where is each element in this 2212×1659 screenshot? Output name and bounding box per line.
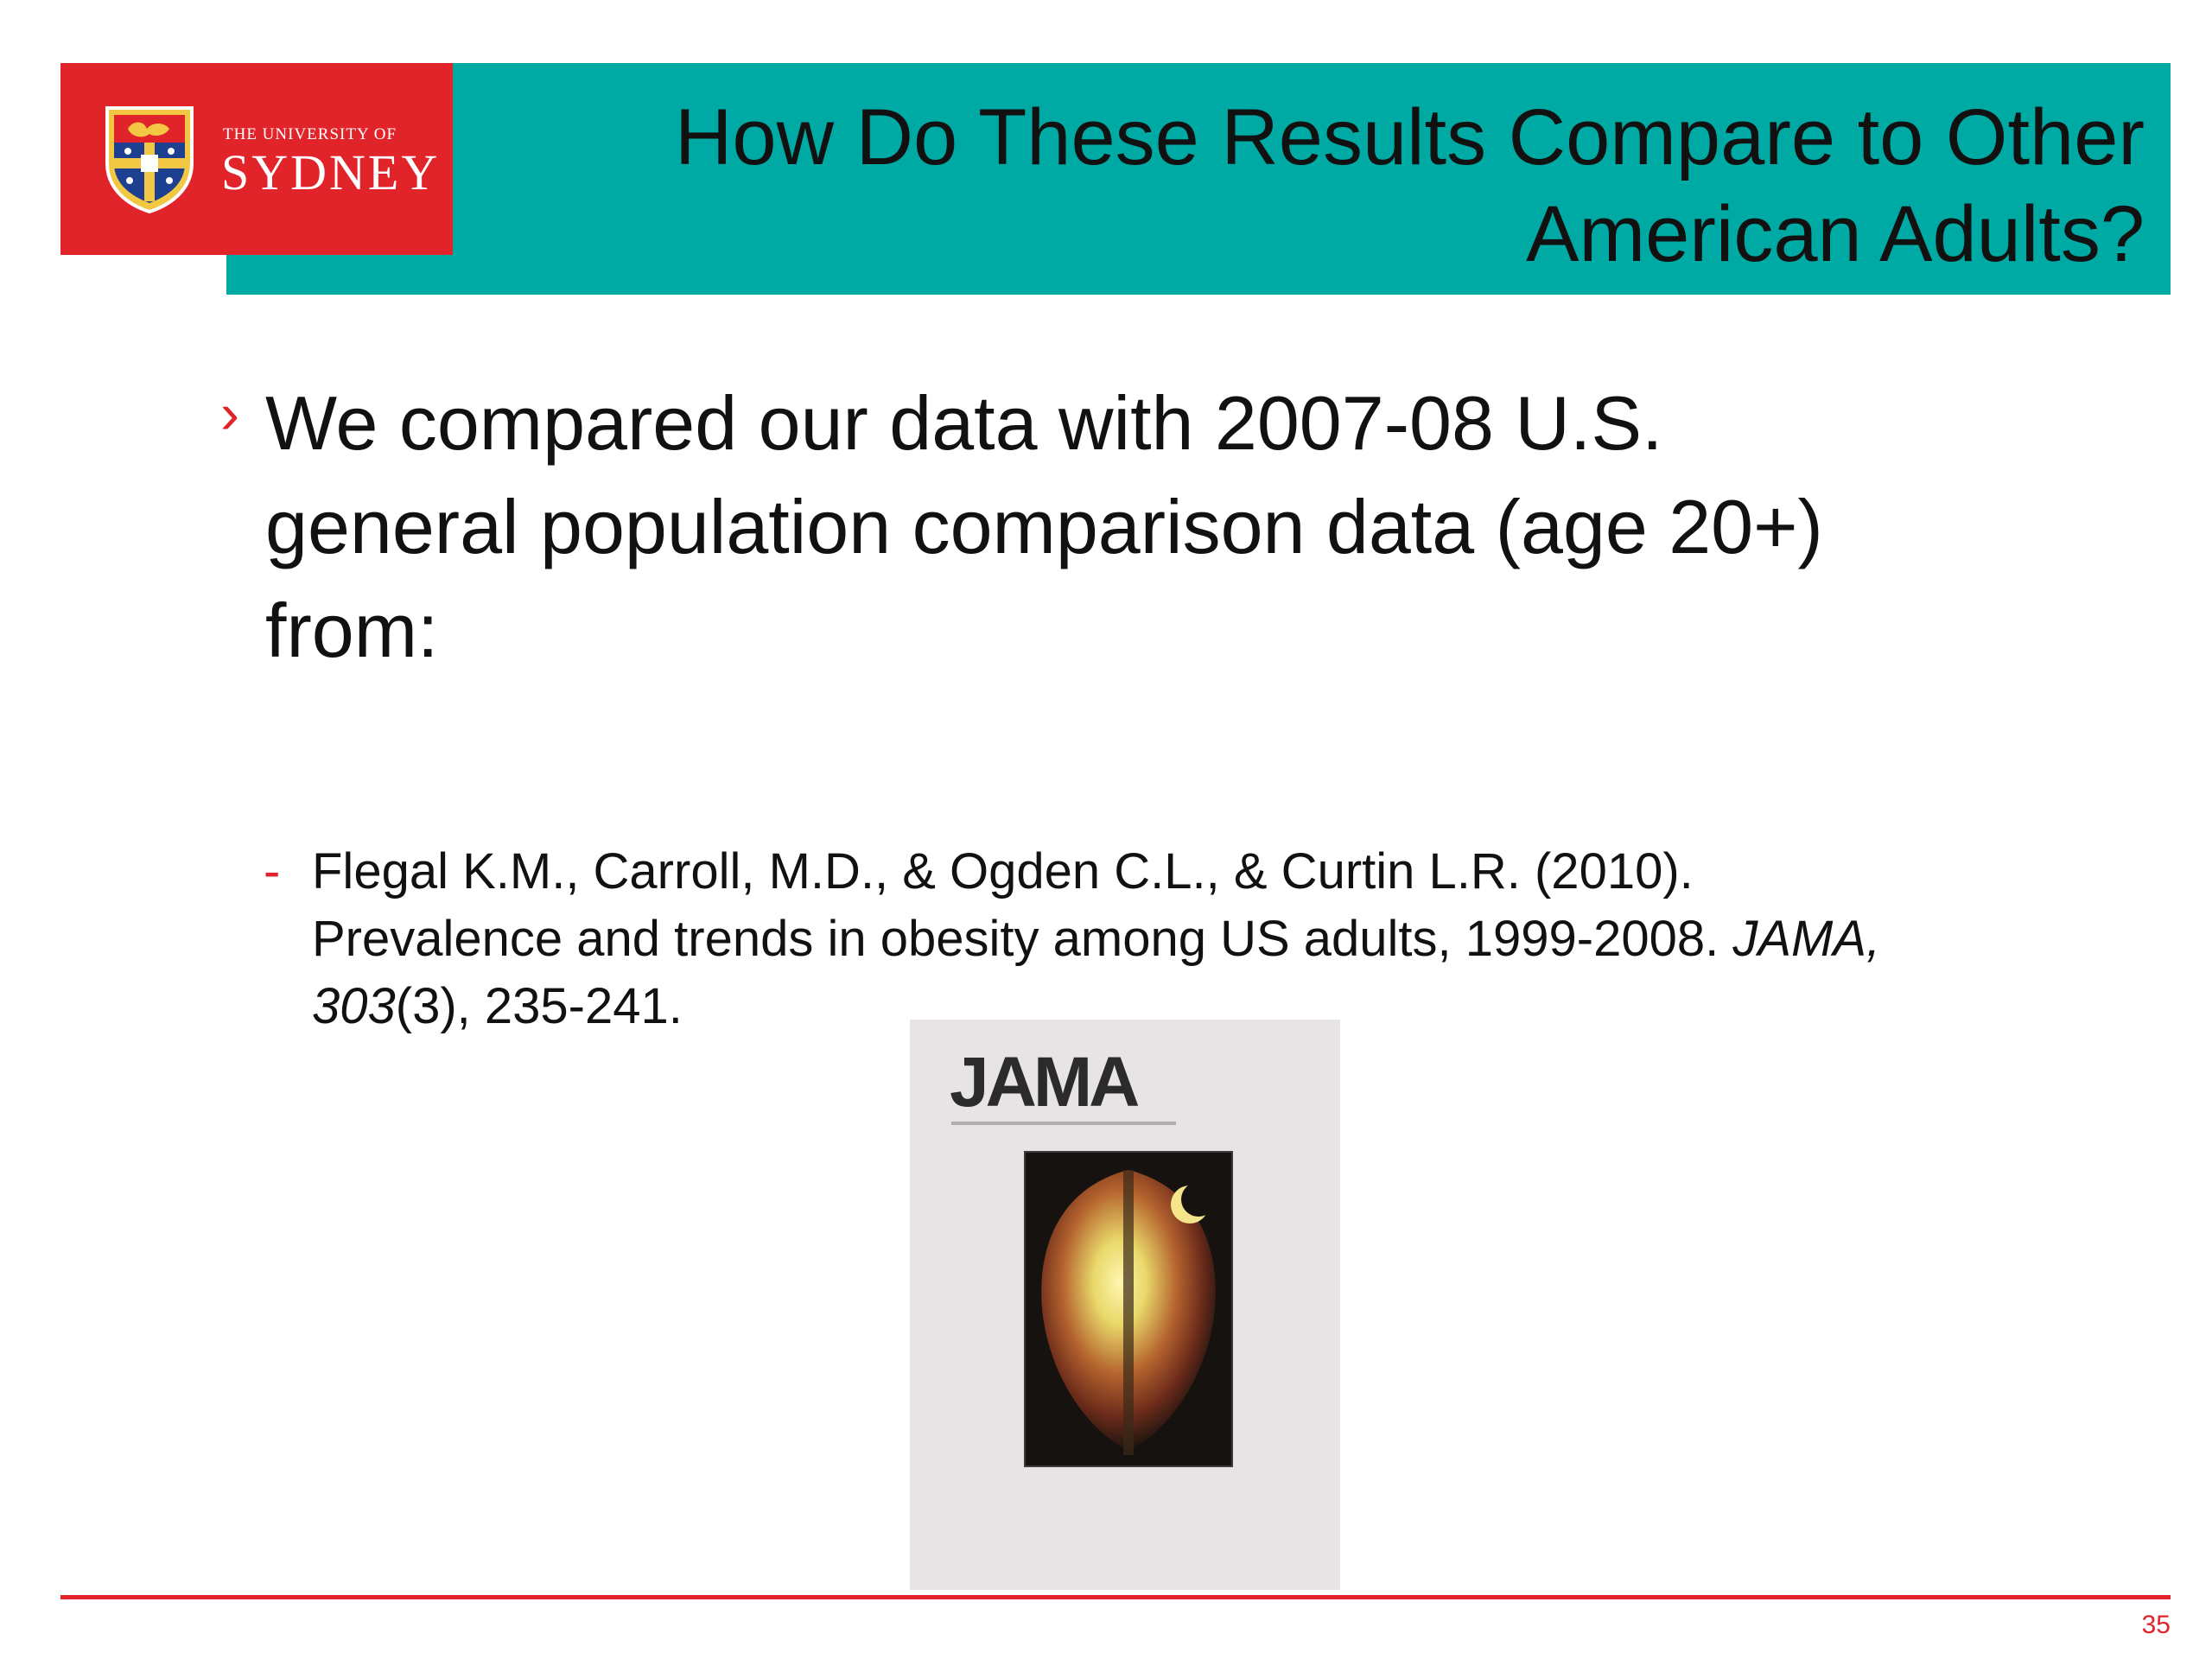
logo-wordmark: SYDNEY [221, 144, 441, 200]
sub-bullet-marker: - [264, 843, 281, 899]
reference-volume: 303 [312, 978, 396, 1034]
reference-text: Flegal K.M., Carroll, M.D., & Ogden C.L.… [312, 838, 2121, 1040]
cover-journal-title: JAMA [950, 1043, 1140, 1122]
title-bar: How Do These Results Compare to Other Am… [226, 63, 2171, 295]
reference-line-3: 303(3), 235-241. [312, 973, 2121, 1040]
reference-line-2: Prevalence and trends in obesity among U… [312, 906, 2121, 973]
main-bullet-line-1: We compared our data with 2007-08 U.S. [265, 380, 1663, 466]
reference-line-1: Flegal K.M., Carroll, M.D., & Ogden C.L.… [312, 843, 1694, 899]
reference-article-title: Prevalence and trends in obesity among U… [312, 911, 1733, 967]
university-crest-icon [105, 106, 194, 214]
university-logo: THE UNIVERSITY OF SYDNEY [60, 63, 453, 255]
main-bullet-line-2: general population comparison data (age … [265, 484, 1823, 569]
reference-pages: (3), 235-241. [395, 978, 683, 1034]
jama-cover-image: JAMA [910, 1020, 1340, 1590]
cover-artwork [1024, 1151, 1233, 1467]
main-bullet-text: We compared our data with 2007-08 U.S. g… [265, 372, 2121, 683]
logo-small-text: THE UNIVERSITY OF [223, 125, 397, 143]
bullet-marker: › [220, 381, 239, 445]
page-number: 35 [2141, 1611, 2171, 1639]
slide-title: How Do These Results Compare to Other Am… [503, 89, 2145, 283]
cover-subtitle-line [951, 1122, 1176, 1125]
reference-bullet: - Flegal K.M., Carroll, M.D., & Ogden C.… [264, 838, 2121, 1040]
slide-title-line-1: How Do These Results Compare to Other [674, 93, 2145, 181]
slide-title-line-2: American Adults? [1526, 190, 2145, 278]
footer-divider [60, 1595, 2171, 1599]
main-bullet: › We compared our data with 2007-08 U.S.… [220, 372, 2121, 683]
reference-journal: JAMA, [1732, 911, 1881, 967]
main-bullet-line-3: from: [265, 588, 439, 673]
